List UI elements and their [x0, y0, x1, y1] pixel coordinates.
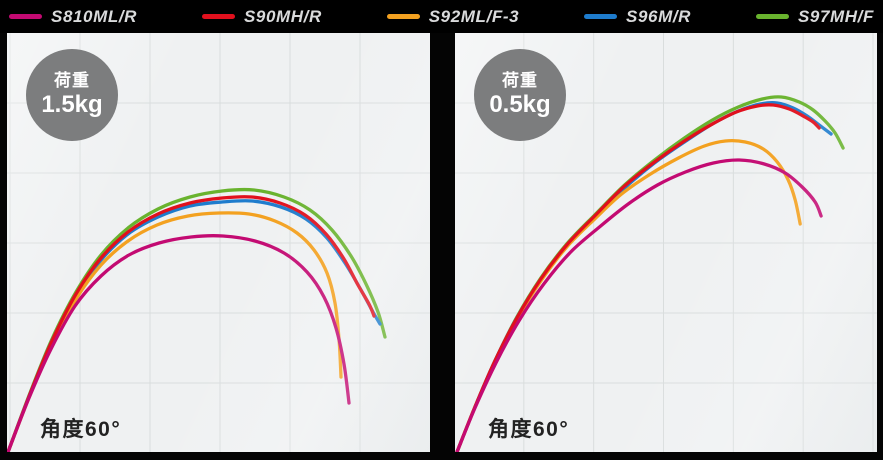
curve-s92ml-f-3 [7, 211, 343, 452]
legend-swatch-magenta [9, 14, 42, 19]
angle-label: 角度60° [40, 418, 122, 441]
legend-label: S96M/R [626, 7, 692, 26]
curve-s90mh-r [455, 103, 821, 452]
load-badge-0-5kg: 荷重 0.5kg [474, 49, 566, 141]
load-badge-value: 1.5kg [41, 90, 103, 118]
load-badge-title: 荷重 [54, 71, 90, 91]
bend-curves-svg-1-5kg [7, 33, 430, 452]
angle-label: 角度60° [488, 418, 570, 441]
legend-label: S90MH/R [243, 7, 322, 26]
legend-item-s90mh-r: S90MH/R [201, 7, 322, 26]
load-badge-1-5kg: 荷重 1.5kg [26, 49, 118, 141]
legend-swatch-green [755, 14, 789, 19]
panel-load-1-5kg: 荷重 1.5kg 角度60° [7, 33, 430, 452]
curve-s97mh-f [455, 95, 845, 452]
legend-item-s97mh-f: S97MH/F [755, 7, 874, 26]
panel-load-0-5kg: 荷重 0.5kg 角度60° [455, 33, 877, 452]
curve-s92ml-f-3 [455, 139, 802, 452]
curve-s810ml-r [7, 234, 351, 452]
load-badge-value: 0.5kg [489, 90, 551, 118]
legend-label: S97MH/F [797, 7, 874, 26]
legend-item-s92ml-f3: S92ML/F-3 [386, 7, 520, 26]
curve-s96m-r [455, 101, 833, 452]
curve-s810ml-r [455, 158, 823, 452]
curve-s90mh-r [7, 195, 376, 452]
bend-curves-svg-0-5kg [455, 33, 877, 452]
legend-bar: S810ML/R S90MH/R S92ML/F-3 S96M/R S97MH/… [0, 0, 883, 33]
legend-item-s810ml-r: S810ML/R [9, 8, 137, 25]
legend-swatch-orange [386, 14, 420, 19]
legend-swatch-red [201, 14, 235, 19]
legend-label: S810ML/R [51, 7, 138, 26]
load-badge-title: 荷重 [502, 71, 538, 91]
legend-label: S92ML/F-3 [428, 7, 520, 26]
legend-swatch-blue [584, 14, 618, 19]
legend-item-s96m-r: S96M/R [584, 8, 691, 25]
